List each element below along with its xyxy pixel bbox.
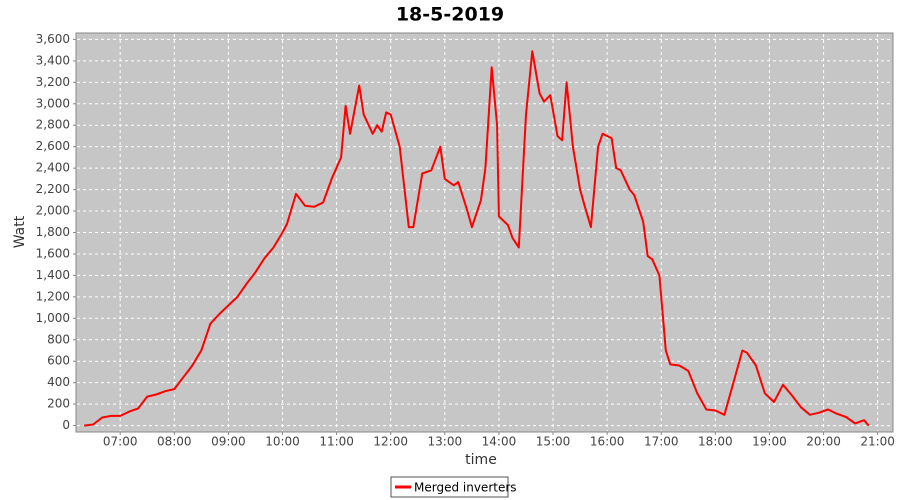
x-tick-label: 12:00 [373, 435, 408, 449]
y-tick-label: 2,400 [36, 161, 70, 175]
y-tick-label: 3,000 [36, 96, 70, 110]
y-tick-label: 800 [47, 332, 70, 346]
y-tick-label: 600 [47, 354, 70, 368]
data-line [83, 50, 870, 427]
y-tick-label: 1,800 [36, 225, 70, 239]
x-tick-label: 08:00 [157, 435, 192, 449]
x-tick-label: 16:00 [590, 435, 625, 449]
x-tick-label: 18:00 [698, 435, 733, 449]
y-tick-label: 2,000 [36, 204, 70, 218]
x-tick-label: 15:00 [536, 435, 571, 449]
x-tick-label: 11:00 [319, 435, 354, 449]
y-tick-label: 0 [62, 418, 70, 432]
y-tick-label: 1,200 [36, 289, 70, 303]
legend-label: Merged inverters [414, 481, 517, 495]
x-tick-label: 17:00 [644, 435, 679, 449]
x-tick-label: 09:00 [211, 435, 246, 449]
x-tick-label: 07:00 [103, 435, 138, 449]
chart-title: 18-5-2019 [396, 4, 504, 26]
x-tick-label: 21:00 [860, 435, 895, 449]
y-tick-label: 200 [47, 397, 70, 411]
x-tick-label: 19:00 [752, 435, 787, 449]
x-tick-label: 20:00 [806, 435, 841, 449]
x-tick-label: 14:00 [482, 435, 517, 449]
y-tick-label: 1,000 [36, 311, 70, 325]
legend [390, 476, 509, 498]
y-tick-label: 3,200 [36, 75, 70, 89]
y-tick-label: 3,400 [36, 53, 70, 67]
x-axis-title: time [465, 452, 497, 468]
y-axis-title: Watt [12, 215, 28, 248]
y-tick-label: 2,600 [36, 139, 70, 153]
y-tick-label: 3,600 [36, 32, 70, 46]
y-tick-label: 2,200 [36, 182, 70, 196]
y-tick-label: 400 [47, 375, 70, 389]
x-tick-label: 13:00 [428, 435, 463, 449]
y-tick-label: 1,600 [36, 246, 70, 260]
y-tick-label: 1,400 [36, 268, 70, 282]
y-tick-label: 2,800 [36, 118, 70, 132]
x-tick-label: 10:00 [265, 435, 300, 449]
